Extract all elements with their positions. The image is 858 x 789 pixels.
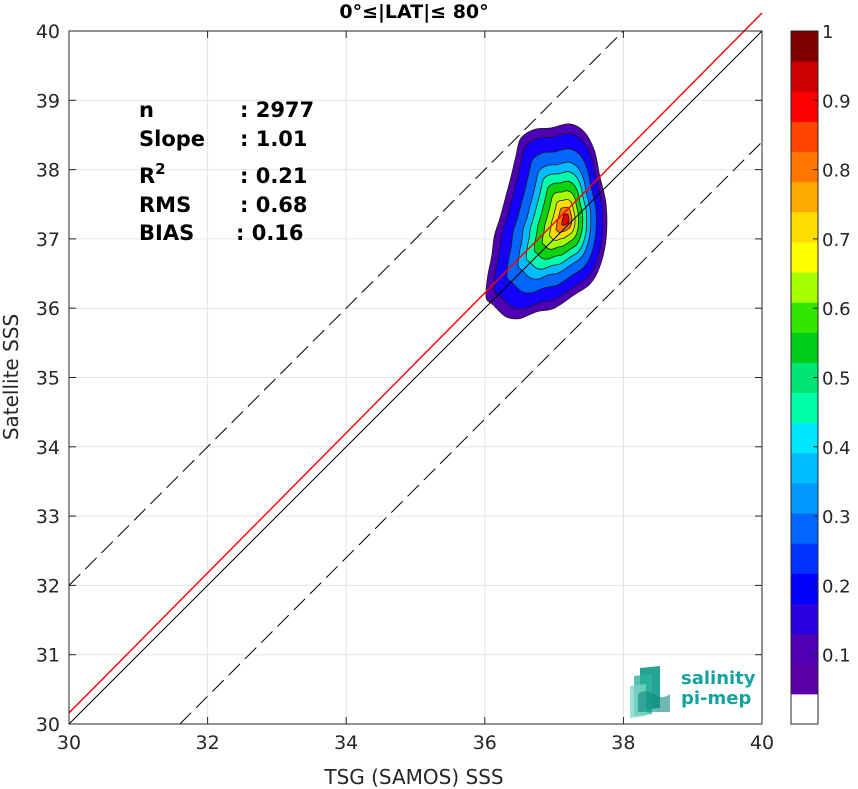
colorbar-segment (791, 121, 818, 153)
y-tick-label: 32 (36, 575, 60, 597)
pi-mep-logo-icon (630, 666, 670, 718)
stat-label-n: n (139, 98, 154, 122)
colorbar-segment (791, 211, 818, 243)
colorbar-tick-label: 0.1 (822, 646, 851, 667)
y-tick-label: 37 (36, 229, 60, 251)
stat-label-slope: Slope (139, 127, 205, 151)
y-tick-label: 31 (36, 645, 60, 667)
colorbar-segment (791, 91, 818, 122)
y-tick-label: 40 (36, 21, 60, 43)
stat-label-rms: RMS (139, 193, 191, 217)
colorbar-tick-label: 0.5 (822, 369, 851, 390)
x-tick-label: 36 (473, 732, 497, 754)
colorbar-segment (791, 482, 818, 514)
upper-bound-line (68, 30, 624, 586)
stat-value-rms: : 0.68 (240, 193, 308, 217)
x-axis-label: TSG (SAMOS) SSS (323, 765, 503, 789)
x-tick-label: 32 (196, 732, 220, 754)
x-tick-label: 38 (611, 732, 635, 754)
colorbar-segment (791, 693, 818, 725)
y-tick-label: 33 (36, 506, 60, 528)
colorbar-segment (791, 422, 818, 454)
identity-line (68, 30, 763, 725)
y-tick-label: 30 (36, 714, 60, 736)
colorbar-segment (791, 332, 818, 363)
stat-label-bias: BIAS (139, 221, 194, 245)
colorbar-segment (791, 151, 818, 183)
stat-value-n: : 2977 (240, 98, 314, 122)
reference-lines (68, 12, 763, 725)
density-contours (485, 123, 608, 320)
colorbar-segment (791, 31, 818, 62)
regression-line (68, 12, 763, 714)
colorbar-segment (791, 513, 818, 544)
colorbar-segment (791, 633, 818, 665)
colorbar-segment (791, 61, 818, 92)
colorbar-segment (791, 663, 818, 695)
x-tick-label: 40 (750, 732, 774, 754)
colorbar-tick-label: 0.4 (822, 438, 851, 459)
y-tick-label: 38 (36, 160, 60, 182)
colorbar-segment (791, 452, 818, 484)
x-tick-label: 34 (334, 732, 358, 754)
y-tick-label: 39 (36, 90, 60, 112)
colorbar-tick-label: 0.7 (822, 230, 851, 251)
colorbar (790, 30, 819, 725)
x-tick-label: 30 (57, 732, 81, 754)
chart-title: 0°≤|LAT|≤ 80° (339, 1, 488, 23)
y-tick-label: 34 (36, 437, 60, 459)
colorbar-tick-label: 0.2 (822, 576, 851, 597)
y-tick-label: 35 (36, 368, 60, 390)
colorbar-segment (791, 181, 818, 213)
colorbar-ticks: 0.1 0.2 0.3 0.4 0.5 0.6 0.7 0.8 0.9 1 (813, 22, 851, 667)
colorbar-tick-label: 0.8 (822, 161, 851, 182)
colorbar-segment (791, 392, 818, 424)
stat-value-slope: : 1.01 (240, 127, 308, 151)
y-axis-label: Satellite SSS (0, 314, 23, 440)
logo-text-line1: salinity (681, 668, 756, 689)
colorbar-tick-label: 0.3 (822, 507, 851, 528)
colorbar-segment (791, 543, 818, 574)
salinity-pi-mep-logo: salinity pi-mep (630, 666, 756, 718)
stat-value-bias: : 0.16 (236, 221, 304, 245)
logo-text-line2: pi-mep (681, 688, 751, 709)
y-tick-label: 36 (36, 298, 60, 320)
stat-label-r: R2 (139, 160, 166, 188)
colorbar-tick-label: 1 (822, 22, 833, 43)
colorbar-segment (791, 302, 818, 333)
colorbar-segment (791, 603, 818, 635)
colorbar-tick-label: 0.9 (822, 91, 851, 112)
statistics-block: n : 2977 Slope : 1.01 R2 : 0.21 RMS : 0.68 BIAS:… (139, 98, 314, 245)
colorbar-segment (791, 573, 818, 604)
density-contour-level-10 (561, 213, 570, 226)
colorbar-segment (791, 272, 818, 303)
axis-ticks: 30 32 34 36 38 40 30 31 32 33 34 35 36 37 38 39 40 (36, 21, 774, 754)
colorbar-tick-label: 0.6 (822, 299, 851, 320)
colorbar-segment (791, 241, 818, 273)
stat-value-r: : 0.21 (240, 164, 308, 188)
